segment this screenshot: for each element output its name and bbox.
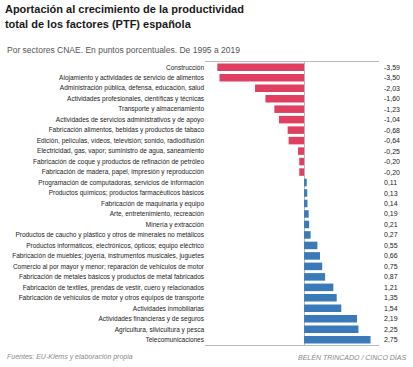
- svg-text:2,19: 2,19: [384, 315, 398, 322]
- svg-text:0,55: 0,55: [384, 242, 398, 249]
- svg-text:-3,59: -3,59: [384, 64, 400, 71]
- svg-text:-2,03: -2,03: [384, 85, 400, 92]
- svg-text:-0,20: -0,20: [384, 158, 400, 165]
- svg-text:Construcción: Construcción: [166, 64, 204, 71]
- svg-text:Telecomunicaciones: Telecomunicaciones: [145, 336, 204, 343]
- svg-text:Minería y extracción: Minería y extracción: [146, 221, 205, 229]
- svg-text:Agricultura, silvicultura y pe: Agricultura, silvicultura y pesca: [115, 326, 205, 334]
- svg-text:-3,50: -3,50: [384, 74, 400, 81]
- svg-text:Productos informáticos, electr: Productos informáticos, electrónicos, óp…: [26, 242, 204, 250]
- svg-text:-0,64: -0,64: [384, 137, 400, 144]
- svg-text:0,19: 0,19: [384, 210, 398, 217]
- svg-text:Fabricación de coque y product: Fabricación de coque y productos de refi…: [33, 158, 204, 166]
- svg-text:Administración pública, defens: Administración pública, defensa, educaci…: [60, 84, 205, 92]
- svg-text:0,27: 0,27: [384, 231, 398, 238]
- svg-text:Aportación al crecimiento de l: Aportación al crecimiento de la producti…: [5, 3, 244, 29]
- svg-text:0,21: 0,21: [384, 221, 398, 228]
- svg-text:0,11: 0,11: [384, 179, 397, 186]
- svg-text:Fabricación de madera, papel,: Fabricación de madera, papel, impresión …: [42, 168, 205, 176]
- svg-text:-0,20: -0,20: [384, 169, 400, 176]
- svg-text:Productos químicos; productos: Productos químicos; productos farmacéuti…: [49, 189, 205, 197]
- svg-text:-1,04: -1,04: [384, 116, 400, 123]
- svg-text:Fabricación de muebles; joyerí: Fabricación de muebles; joyería, instrum…: [12, 252, 205, 260]
- svg-text:Fabricación de maquinaria y eq: Fabricación de maquinaria y equipo: [101, 200, 204, 208]
- svg-text:2,25: 2,25: [384, 326, 398, 333]
- svg-text:Actividades financieras y de s: Actividades financieras y de seguros: [98, 315, 204, 323]
- svg-text:Productos de caucho y plástico: Productos de caucho y plástico y otros d…: [15, 231, 204, 239]
- svg-text:Programación de computadoras,: Programación de computadoras, servicios …: [38, 179, 204, 187]
- svg-text:0,75: 0,75: [384, 263, 398, 270]
- svg-text:Actividades inmobiliarias: Actividades inmobiliarias: [133, 305, 205, 312]
- svg-text:-1,60: -1,60: [384, 95, 400, 102]
- svg-text:0,66: 0,66: [384, 252, 398, 259]
- svg-text:-0,68: -0,68: [384, 127, 400, 134]
- svg-text:Fabricación de textiles, prend: Fabricación de textiles, prendas de vest…: [23, 284, 205, 292]
- svg-text:Electricidad, gas, vapor; sumi: Electricidad, gas, vapor; suministro de …: [37, 147, 204, 155]
- svg-text:1,54: 1,54: [384, 305, 398, 312]
- svg-text:1,21: 1,21: [384, 284, 398, 291]
- svg-text:Fabricación de metales básicos: Fabricación de metales básicos y product…: [19, 273, 205, 281]
- svg-text:Fabricación de vehículos de mo: Fabricación de vehículos de motor y otro…: [19, 294, 205, 302]
- svg-text:0,14: 0,14: [384, 200, 398, 207]
- svg-text:Fabricación alimentos, bebidas: Fabricación alimentos, bebidas y product…: [49, 126, 205, 134]
- svg-text:-1,23: -1,23: [384, 106, 400, 113]
- svg-text:Transporte y almacenamiento: Transporte y almacenamiento: [118, 105, 204, 113]
- svg-text:Edición, películas, vídeos, te: Edición, películas, vídeos, televisión; …: [37, 137, 205, 145]
- svg-text:Actividades de servicios admin: Actividades de servicios administrativos…: [56, 116, 205, 124]
- svg-text:Actividades profesionales, cie: Actividades profesionales, científicas y…: [67, 95, 205, 103]
- svg-text:Alojamiento y actividades de s: Alojamiento y actividades de servicio de…: [59, 74, 205, 82]
- svg-text:Por sectores CNAE. En puntos p: Por sectores CNAE. En puntos porcentuale…: [7, 45, 240, 55]
- svg-text:0,13: 0,13: [384, 190, 398, 197]
- svg-text:1,35: 1,35: [384, 294, 398, 301]
- svg-text:Arte, entretenimiento, recreac: Arte, entretenimiento, recreación: [110, 210, 205, 217]
- svg-text:Fuentes: EU-Klems y elaboració: Fuentes: EU-Klems y elaboración propia: [7, 353, 133, 361]
- svg-text:BELÉN TRINCADO / CINCO DÍAS: BELÉN TRINCADO / CINCO DÍAS: [298, 353, 406, 361]
- svg-text:2,75: 2,75: [384, 336, 398, 343]
- svg-text:-0,25: -0,25: [384, 148, 400, 155]
- svg-text:Comercio al por mayor y menor;: Comercio al por mayor y menor; reparació…: [13, 263, 205, 271]
- svg-text:0,87: 0,87: [384, 273, 398, 280]
